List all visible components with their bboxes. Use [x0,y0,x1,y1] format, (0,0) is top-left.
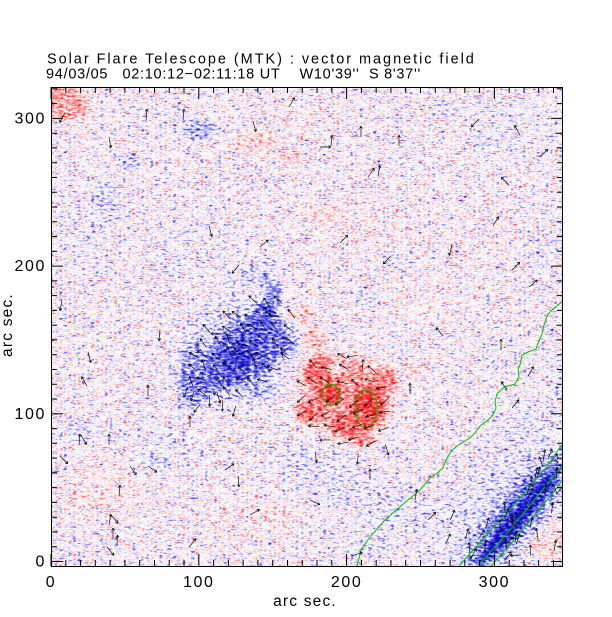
svg-text:0: 0 [46,574,57,591]
svg-text:100: 100 [15,406,47,423]
svg-text:0: 0 [36,554,47,571]
svg-text:200: 200 [331,574,363,591]
svg-text:100: 100 [183,574,215,591]
svg-text:arc sec.: arc sec. [0,293,16,357]
svg-text:Solar Flare Telescope (MTK) :: Solar Flare Telescope (MTK) : vector mag… [47,52,476,68]
svg-text:arc sec.: arc sec. [273,593,337,610]
svg-text:300: 300 [15,110,47,127]
svg-text:300: 300 [479,574,511,591]
svg-text:200: 200 [15,258,47,275]
svg-text:94/03/05 02:10:12−02:11:18 U: 94/03/05 02:10:12−02:11:18 UT W10'39'' S… [46,67,421,83]
